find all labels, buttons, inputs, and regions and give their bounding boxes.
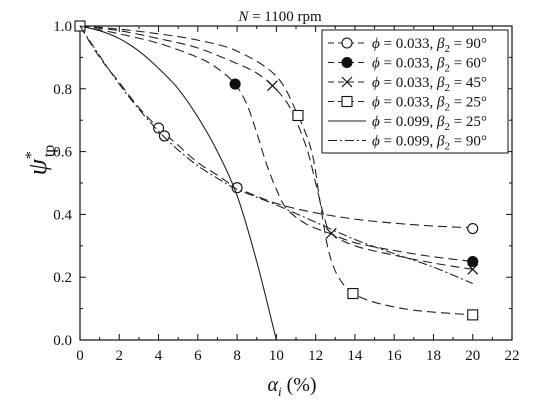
legend-marker — [341, 76, 353, 88]
x-title-symbol: α — [267, 374, 278, 396]
y-tick-label: 0.0 — [53, 333, 72, 349]
x-title-unit: (%) — [282, 374, 317, 396]
y-tick-label: 0.4 — [53, 207, 72, 223]
legend-marker — [341, 56, 353, 69]
x-tick-label: 10 — [269, 348, 284, 364]
legend-marker — [341, 95, 353, 108]
x-title-subscript: i — [278, 384, 282, 399]
data-point — [292, 109, 304, 122]
data-point — [467, 309, 479, 321]
axes: 0 2 4 6 8 10 12 14 16 18 20 22 0.0 0.2 0.4 0.6 0.8 1.0 — [53, 19, 519, 364]
x-axis-title: αi (%) — [267, 374, 316, 399]
y-title-subscript: tp — [41, 145, 58, 157]
title-variable: N — [237, 9, 249, 25]
x-tick-label: 8 — [233, 348, 241, 364]
y-title-symbol: ψ — [23, 158, 52, 175]
series-line — [79, 25, 473, 263]
legend-item: ϕ = 0.033, β2 = 25° — [328, 95, 487, 114]
y-tick-label: 1.0 — [53, 19, 72, 35]
data-point — [347, 287, 359, 300]
legend-marker — [341, 37, 353, 49]
y-axis-title: ψ*tp — [23, 145, 58, 176]
series-line — [79, 25, 473, 229]
legend-label: ϕ = 0.033, β2 = 25° — [372, 95, 487, 114]
series-layer — [74, 20, 479, 341]
y-tick-label: 0.2 — [53, 270, 72, 286]
series-line — [79, 25, 277, 341]
legend-item: ϕ = 0.099, β2 = 90° — [328, 134, 487, 153]
legend-item: ϕ = 0.033, β2 = 90° — [328, 36, 487, 55]
y-tick-label: 0.8 — [53, 82, 72, 98]
series-line — [79, 25, 473, 316]
x-tick-label: 4 — [155, 348, 163, 364]
legend-label: ϕ = 0.099, β2 = 25° — [372, 114, 487, 133]
legend-label: ϕ = 0.033, β2 = 90° — [372, 36, 487, 55]
data-point — [152, 122, 165, 134]
x-tick-label: 18 — [426, 348, 441, 364]
data-point — [467, 222, 479, 235]
data-point — [467, 263, 479, 275]
legend-label: ϕ = 0.033, β2 = 60° — [372, 56, 487, 75]
series-5 — [79, 25, 277, 341]
legend-box — [321, 29, 509, 154]
chart-title: N = 1100 rpm — [237, 9, 322, 25]
x-tick-label: 6 — [194, 348, 202, 364]
data-point — [229, 78, 241, 90]
x-tick-label: 16 — [387, 348, 403, 364]
title-rest: = 1100 rpm — [248, 9, 322, 25]
y-title-superscript: * — [23, 151, 40, 159]
x-tick-label: 22 — [505, 348, 520, 364]
x-tick-label: 2 — [116, 348, 124, 364]
legend-item: ϕ = 0.099, β2 = 25° — [328, 114, 487, 133]
data-point — [467, 255, 479, 268]
series-6 — [79, 25, 473, 284]
legend-item: ϕ = 0.033, β2 = 60° — [328, 56, 487, 75]
legend-item: ϕ = 0.033, β2 = 45° — [328, 75, 487, 94]
data-point — [267, 80, 278, 92]
legend-label: ϕ = 0.099, β2 = 90° — [372, 134, 487, 153]
legend-label: ϕ = 0.033, β2 = 45° — [372, 75, 487, 94]
x-tick-label: 14 — [347, 348, 363, 364]
data-point — [158, 130, 170, 142]
x-tick-label: 12 — [308, 348, 323, 364]
legend: ϕ = 0.033, β2 = 90°ϕ = 0.033, β2 = 60°ϕ … — [321, 29, 509, 154]
x-tick-label: 20 — [465, 348, 480, 364]
x-tick-label: 0 — [76, 348, 84, 364]
y-tick-label: 0.6 — [53, 145, 72, 161]
series-line — [79, 25, 473, 284]
data-point — [325, 227, 337, 239]
